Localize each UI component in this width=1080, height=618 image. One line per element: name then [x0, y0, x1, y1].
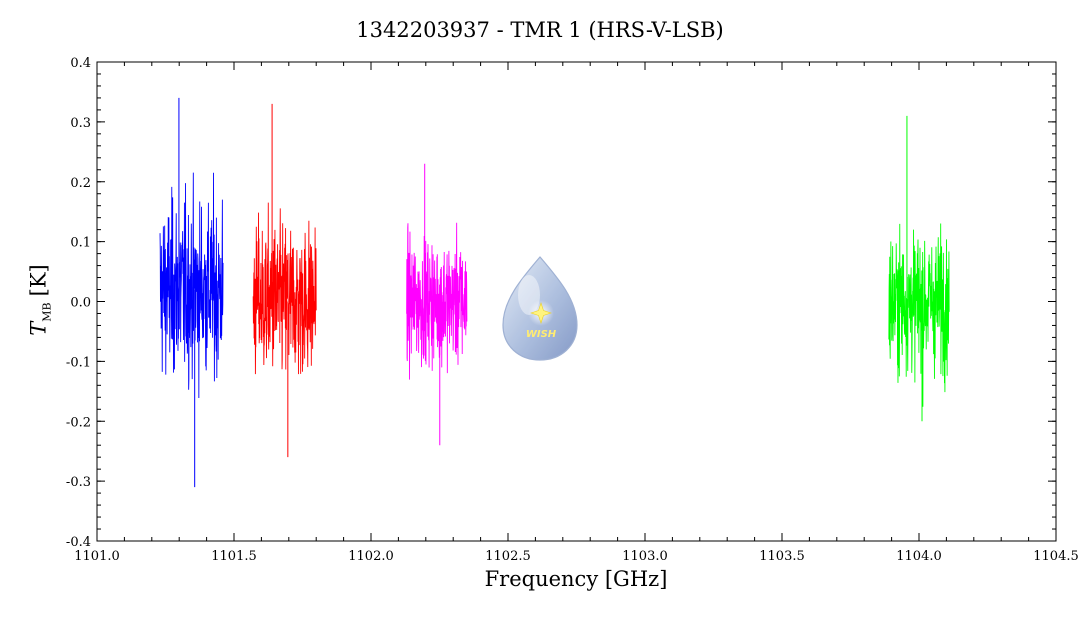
y-tick-label: 0.1 — [70, 236, 91, 251]
y-tick-label: 0.4 — [70, 56, 91, 71]
y-axis-label: TMB [K] — [27, 264, 54, 335]
logo-text: WISH — [526, 329, 557, 340]
x-tick-label: 1104.0 — [896, 549, 942, 564]
tick-labels-layer: 1101.0 1101.5 1102.0 1102.5 1103.0 1103.5 1104… — [66, 56, 1079, 564]
y-tick-label: 0.2 — [70, 176, 91, 191]
series-line-2 — [252, 202, 317, 375]
wish-logo: WISH — [502, 256, 578, 361]
series-line-3 — [406, 222, 468, 380]
x-tick-label: 1101.0 — [74, 549, 120, 564]
x-tick-label: 1101.5 — [211, 549, 257, 564]
y-tick-label: -0.4 — [66, 535, 91, 550]
chart-title: 1342203937 - TMR 1 (HRS-V-LSB) — [356, 18, 724, 42]
logo-star — [530, 302, 552, 324]
y-tick-label: -0.1 — [66, 355, 91, 370]
x-tick-label: 1103.0 — [622, 549, 668, 564]
y-tick-label: 0.3 — [70, 116, 91, 131]
x-axis-label: Frequency [GHz] — [484, 567, 668, 591]
x-tick-label: 1104.5 — [1033, 549, 1079, 564]
y-tick-label: 0.0 — [70, 296, 91, 311]
y-tick-label: -0.3 — [66, 475, 91, 490]
x-tick-label: 1103.5 — [759, 549, 805, 564]
y-axis-unit: [K] — [26, 264, 51, 297]
y-tick-label: -0.2 — [66, 415, 91, 430]
ticks-layer — [96, 61, 1057, 542]
x-tick-label: 1102.0 — [348, 549, 394, 564]
series-line-1 — [159, 172, 224, 398]
x-tick-label: 1102.5 — [485, 549, 531, 564]
y-axis-symbol: T — [26, 321, 51, 336]
y-axis-subscript: MB — [40, 302, 54, 322]
series-line-4 — [888, 223, 950, 407]
series-layer — [159, 97, 950, 488]
